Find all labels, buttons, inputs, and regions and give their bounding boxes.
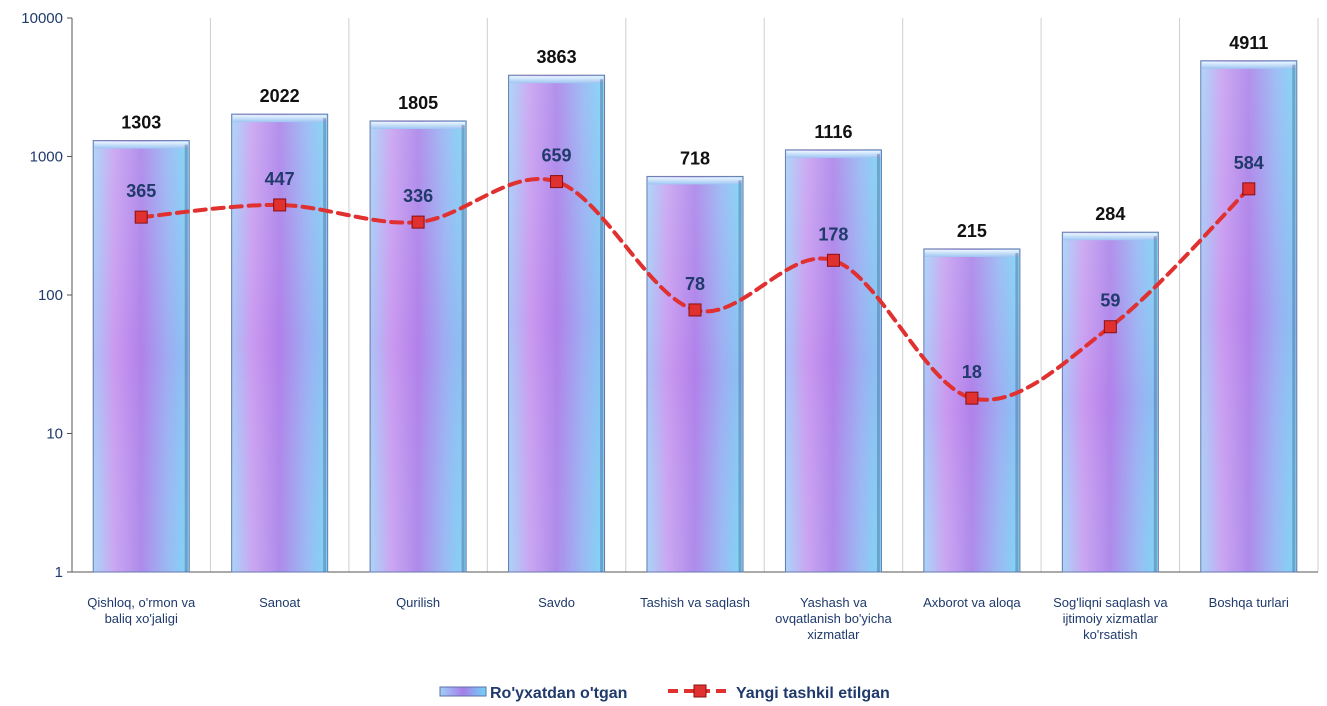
bar-shade <box>370 120 467 572</box>
bar-value-label: 1303 <box>121 113 161 133</box>
x-tick-label-line: ko'rsatish <box>1083 627 1138 642</box>
bar <box>231 113 329 573</box>
x-tick-label-line: baliq xo'jaligi <box>105 611 178 626</box>
x-tick-label-line: Sanoat <box>259 595 301 610</box>
bar-value-label: 1805 <box>398 93 438 113</box>
bar-cap <box>648 177 742 185</box>
line-marker <box>273 198 287 212</box>
bar <box>369 120 467 573</box>
x-tick-label-line: Qishloq, o'rmon va <box>87 595 196 610</box>
bar <box>646 175 744 573</box>
x-tick-label: Savdo <box>538 595 575 610</box>
bar-cap <box>1063 233 1158 241</box>
x-tick-label: Qurilish <box>396 595 440 610</box>
bar-shade <box>923 248 1020 572</box>
bar-cap <box>509 76 604 84</box>
line-marker <box>550 175 564 189</box>
legend-label-bars: Ro'yxatdan o'tgan <box>490 685 627 702</box>
line-value-label: 584 <box>1234 153 1264 173</box>
line-marker <box>826 253 840 267</box>
bar-shade <box>508 75 605 572</box>
bar <box>508 74 606 573</box>
line-marker <box>688 303 702 317</box>
bar-cap <box>371 121 466 129</box>
line-value-label: 447 <box>265 169 295 189</box>
bar-shade <box>1062 232 1159 573</box>
bar-value-label: 3863 <box>537 47 577 67</box>
y-tick-label: 10 <box>46 426 63 443</box>
bar-shade <box>785 149 882 573</box>
x-tick-label-line: Sog'liqni saqlash va <box>1053 595 1168 610</box>
bar-value-label: 215 <box>957 221 987 241</box>
x-tick-label-line: Tashish va saqlash <box>640 595 750 610</box>
bar-cap <box>94 141 189 149</box>
line-marker <box>965 391 979 405</box>
legend: Ro'yxatdan o'tgan Yangi tashkil etilgan <box>439 684 890 702</box>
bar-cap <box>786 150 881 158</box>
bar-shade <box>231 114 328 573</box>
bar <box>1200 60 1298 573</box>
line-marker <box>1103 320 1117 334</box>
bar <box>923 248 1021 573</box>
bar-cap <box>232 115 327 123</box>
line-marker <box>411 215 425 229</box>
x-tick-label: Qishloq, o'rmon va baliq xo'jaligi <box>87 595 196 626</box>
line-value-label: 18 <box>962 362 982 382</box>
bar-cap <box>924 249 1019 257</box>
line-marker <box>134 210 148 224</box>
line-value-label: 365 <box>126 181 156 201</box>
x-tick-label-line: Yashash va <box>800 595 868 610</box>
y-tick-label: 10000 <box>21 10 63 27</box>
x-tick-label: Tashish va saqlash <box>640 595 750 610</box>
bar-shade <box>93 140 190 572</box>
line-value-label: 336 <box>403 186 433 206</box>
y-tick-label: 1000 <box>30 149 63 166</box>
bar-value-label: 718 <box>680 148 710 168</box>
bar-shade <box>1200 60 1297 573</box>
line-series <box>139 177 1251 402</box>
bar-cap <box>1201 61 1296 69</box>
bar-value-label: 2022 <box>260 86 300 106</box>
bar <box>92 140 190 573</box>
line-value-label: 178 <box>818 224 848 244</box>
bar-value-label: 284 <box>1095 204 1125 224</box>
legend-marker-line <box>693 684 707 698</box>
x-tick-label-line: Axborot va aloqa <box>923 595 1021 610</box>
legend-swatch-bars <box>439 686 487 697</box>
x-tick-label-line: xizmatlar <box>807 627 860 642</box>
line-value-label: 59 <box>1100 291 1120 311</box>
x-tick-label: Sog'liqni saqlash va ijtimoiy xizmatlar ko… <box>1053 595 1168 642</box>
x-tick-label: Sanoat <box>259 595 301 610</box>
line-marker <box>1242 182 1256 196</box>
y-tick-label: 100 <box>38 287 63 304</box>
x-tick-label: Yashash va ovqatlanish bo'yicha xizmatlar <box>775 595 892 642</box>
bar-value-label: 1116 <box>814 122 852 142</box>
x-tick-label-line: ijtimoiy xizmatlar <box>1063 611 1159 626</box>
y-tick-label: 1 <box>55 564 63 581</box>
bar-value-label: 4911 <box>1229 33 1268 53</box>
legend-label-line: Yangi tashkil etilgan <box>736 685 890 702</box>
x-tick-label-line: Qurilish <box>396 595 440 610</box>
line-value-label: 659 <box>542 146 572 166</box>
x-tick-label: Boshqa turlari <box>1209 595 1289 610</box>
x-tick-label-line: ovqatlanish bo'yicha <box>775 611 892 626</box>
bar-shade <box>647 176 743 572</box>
x-tick-label-line: Savdo <box>538 595 575 610</box>
x-tick-label-line: Boshqa turlari <box>1209 595 1289 610</box>
bar <box>1061 231 1159 573</box>
x-tick-label: Axborot va aloqa <box>923 595 1021 610</box>
bar <box>784 149 882 573</box>
line-value-label: 78 <box>685 274 705 294</box>
